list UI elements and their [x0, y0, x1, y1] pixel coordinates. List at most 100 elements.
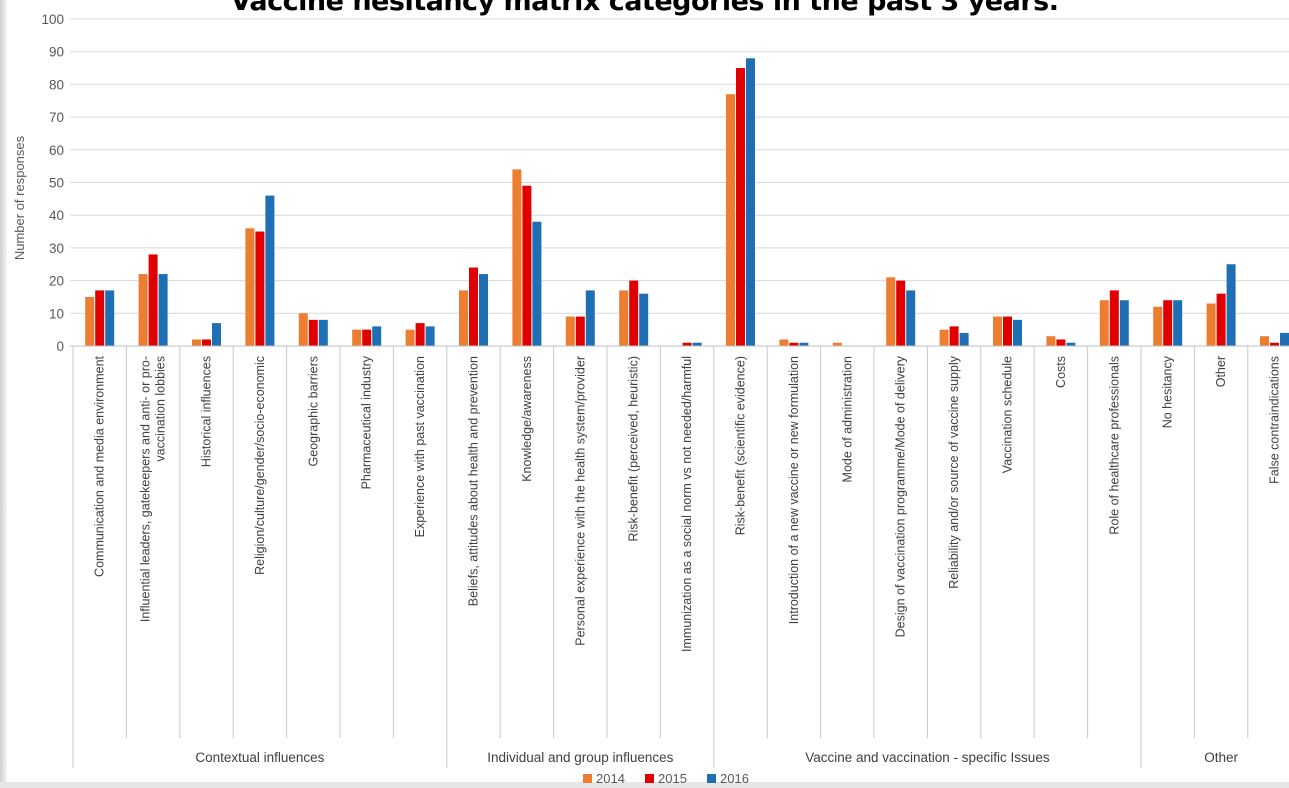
- bar-2014: [993, 316, 1002, 346]
- legend-label: 2015: [658, 771, 687, 786]
- bar-2015: [1163, 300, 1173, 346]
- bar-2015: [736, 68, 745, 347]
- y-axis-ticks: 0 10 20 30 40 50 60 70 80 90 100: [41, 12, 64, 354]
- bar-2016: [1066, 342, 1076, 346]
- bar-2015: [415, 323, 425, 346]
- bar-2014: [1260, 336, 1269, 346]
- bar-2016: [425, 326, 435, 346]
- bar-2015: [1056, 339, 1066, 346]
- bar-2014: [85, 296, 95, 346]
- axes: [70, 345, 1289, 768]
- category-labels: Communication and media environment Influ…: [93, 355, 1282, 652]
- bar-2016: [372, 326, 382, 346]
- bar-2016: [212, 323, 221, 346]
- group-labels: Contextual influences Individual and grou…: [195, 750, 1238, 765]
- bar-2014: [1206, 303, 1216, 346]
- bar-2014: [726, 94, 735, 347]
- bar-2015: [469, 267, 478, 346]
- bar-2016: [1013, 319, 1022, 346]
- bar-2014: [619, 290, 629, 346]
- category-label: Design of vaccination programme/Mode of …: [894, 355, 908, 637]
- bar-2014: [565, 316, 575, 346]
- category-label: Other: [1214, 356, 1228, 387]
- group-label: Other: [1204, 750, 1238, 765]
- y-tick-label: 90: [49, 45, 64, 60]
- bar-2014: [298, 313, 308, 346]
- category-label: Reliability and/or source of vaccine sup…: [947, 355, 961, 589]
- legend: 2014 2015 2016: [583, 771, 749, 786]
- category-label: Vaccination schedule: [1001, 356, 1015, 473]
- bar-2016: [105, 290, 115, 346]
- bar-2015: [148, 254, 158, 346]
- bar-2016: [1119, 300, 1129, 346]
- bar-2015: [308, 319, 318, 346]
- category-label: Introduction of a new vaccine or new for…: [787, 356, 801, 624]
- bar-2014: [459, 290, 468, 346]
- category-label: No hesitancy: [1161, 355, 1175, 428]
- bar-2015: [1003, 316, 1012, 346]
- category-label: Historical influences: [200, 356, 214, 467]
- bar-2016: [639, 293, 649, 346]
- y-axis-label: Number of responses: [12, 135, 27, 260]
- category-label: Religion/culture/gender/socio-economic: [253, 356, 267, 575]
- window-frame-left: [0, 0, 7, 788]
- bar-2015: [202, 339, 211, 346]
- category-label: False contraindications: [1268, 356, 1282, 484]
- bar-2015: [575, 316, 585, 346]
- y-tick-label: 20: [49, 274, 64, 289]
- bar-2015: [682, 342, 692, 346]
- bar-2016: [906, 290, 916, 346]
- bar-2015: [255, 231, 265, 346]
- bar-2014: [832, 342, 842, 346]
- bar-2014: [1153, 306, 1163, 346]
- y-tick-label: 70: [49, 110, 64, 125]
- bar-2016: [959, 332, 969, 346]
- group-label: Individual and group influences: [487, 750, 673, 765]
- bar-2016: [479, 274, 488, 346]
- bar-2016: [265, 195, 275, 346]
- legend-swatch-2014: [583, 774, 592, 783]
- category-label: Influential leaders, gatekeepers and ant…: [139, 356, 153, 622]
- bar-2014: [886, 277, 896, 346]
- legend-label: 2016: [720, 771, 749, 786]
- y-tick-label: 30: [49, 241, 64, 256]
- bar-2016: [1226, 264, 1236, 346]
- bar-2014: [245, 228, 255, 346]
- chart-title: Vaccine hesitancy matrix categories in t…: [230, 0, 1059, 17]
- bar-2014: [939, 329, 949, 346]
- bar-2014: [779, 339, 789, 346]
- bar-2014: [1046, 336, 1056, 346]
- y-tick-label: 10: [49, 306, 64, 321]
- bar-2014: [352, 329, 362, 346]
- bar-2016: [799, 342, 809, 346]
- legend-swatch-2015: [645, 774, 654, 783]
- bar-2015: [1216, 293, 1226, 346]
- y-tick-label: 100: [41, 12, 64, 27]
- category-label: Beliefs, attitudes about health and prev…: [467, 356, 481, 606]
- category-label: Knowledge/awareness: [520, 356, 534, 482]
- bar-2014: [138, 274, 148, 346]
- bar-2015: [896, 280, 906, 346]
- y-tick-label: 50: [49, 176, 64, 191]
- bar-2016: [158, 274, 168, 346]
- category-label: Costs: [1054, 356, 1068, 388]
- category-label: Pharmaceutical industry: [360, 355, 374, 489]
- category-label: Risk-benefit (perceived, heuristic): [627, 356, 641, 542]
- y-tick-label: 60: [49, 143, 64, 158]
- y-tick-label: 0: [56, 339, 64, 354]
- bars: [85, 58, 1289, 347]
- bar-2015: [1270, 342, 1279, 346]
- bar-2015: [789, 342, 799, 346]
- group-label: Vaccine and vaccination - specific Issue…: [805, 750, 1050, 765]
- category-label: Communication and media environment: [93, 355, 107, 576]
- bar-2015: [95, 290, 105, 346]
- bar-2015: [1109, 290, 1119, 346]
- bar-2016: [746, 58, 755, 347]
- bar-2016: [532, 221, 542, 346]
- category-label: vaccination lobbies: [154, 356, 168, 462]
- bar-2016: [585, 290, 595, 346]
- category-label: Experience with past vaccination: [413, 356, 427, 537]
- bar-2014: [405, 329, 415, 346]
- category-label: Geographic barriers: [306, 356, 320, 466]
- bar-2015: [362, 329, 372, 346]
